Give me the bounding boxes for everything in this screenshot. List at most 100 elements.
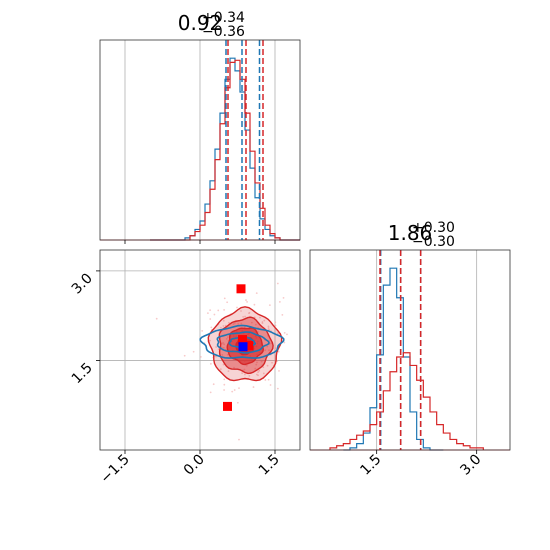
sample-point [267, 325, 270, 328]
sample-point [274, 347, 277, 350]
sample-point [254, 367, 257, 370]
sample-point [286, 333, 288, 336]
y-tick-label: 1.5 [69, 360, 96, 387]
sample-point [199, 355, 202, 358]
panel-bottom-left: −1.5 0.0 1.5 1.5 3.0 [69, 249, 301, 487]
sample-point [223, 297, 226, 300]
sample-point [274, 321, 277, 324]
sample-point [282, 296, 285, 299]
sample-point [269, 384, 272, 386]
sample-point [278, 370, 280, 372]
sample-point [283, 341, 286, 344]
sample-point [233, 366, 235, 369]
sample-point [183, 354, 186, 357]
histogram-blue [150, 57, 300, 241]
sample-point [215, 346, 218, 348]
title-value: 0.92 [178, 11, 223, 35]
sample-point [231, 390, 234, 393]
sample-point [220, 326, 222, 329]
y-tick-label: 3.0 [69, 270, 96, 297]
sample-point [223, 309, 225, 311]
sample-point [209, 362, 212, 365]
sample-point [212, 383, 215, 386]
sample-point [236, 401, 239, 404]
sample-point [268, 349, 270, 352]
contour-blue [199, 324, 285, 359]
x-tick-label: 3.0 [457, 452, 484, 479]
sample-point [274, 324, 277, 327]
sample-point [243, 373, 246, 376]
marker-blue [238, 342, 248, 352]
sample-point [271, 361, 273, 364]
x-tick-label: −1.5 [97, 452, 132, 487]
sample-point [245, 364, 248, 367]
sample-point [277, 350, 280, 353]
sample-point [227, 370, 230, 372]
sample-point [206, 312, 209, 315]
sample-point [276, 387, 279, 390]
marker-red [223, 401, 232, 411]
sample-point [226, 336, 229, 339]
sample-point [262, 366, 265, 369]
sample-point [246, 300, 248, 303]
sample-point [263, 319, 266, 322]
sample-point [213, 313, 216, 316]
contour-blue [216, 331, 270, 354]
sample-point [210, 326, 213, 329]
title-minus: −0.30 [412, 234, 455, 250]
sample-point [260, 360, 263, 363]
histogram-blue [343, 267, 444, 451]
sample-point [238, 438, 240, 441]
sample-point [262, 372, 265, 375]
sample-point [245, 299, 247, 301]
panel-bottom-right-frame [309, 249, 511, 451]
histogram-red [150, 59, 300, 241]
x-tick-label: 1.5 [256, 452, 283, 479]
sample-point [254, 323, 257, 326]
sample-point [209, 339, 211, 342]
sample-point [257, 371, 259, 374]
sample-point [228, 321, 230, 324]
title-minus: −0.36 [202, 24, 245, 40]
sample-point [261, 321, 264, 323]
sample-point [283, 332, 286, 334]
sample-point [258, 369, 261, 372]
marker-red [238, 335, 247, 345]
sample-point [267, 327, 270, 329]
sample-point [259, 316, 261, 319]
sample-point [278, 301, 281, 303]
sample-point [266, 345, 269, 348]
sample-point [241, 372, 244, 375]
sample-point [222, 341, 224, 344]
sample-point [236, 306, 238, 309]
sample-point [255, 363, 258, 366]
sample-point [250, 321, 253, 324]
sample-point [223, 378, 226, 381]
x-tick-label: 1.5 [357, 452, 384, 479]
sample-point [225, 337, 228, 340]
sample-point [268, 304, 271, 307]
panel-top-left: 0.92 +0.34 −0.36 [99, 10, 301, 244]
sample-point [248, 312, 250, 315]
sample-point [215, 355, 217, 358]
histogram-red [329, 352, 484, 450]
panel-bottom-right-title: 1.86 [388, 221, 433, 245]
sample-point [226, 353, 229, 356]
sample-point [244, 315, 246, 318]
sample-point [253, 303, 256, 306]
sample-point [233, 322, 236, 324]
sample-point [237, 323, 240, 325]
sample-point [222, 319, 225, 322]
title-value: 1.86 [388, 221, 433, 245]
title-plus: +0.30 [412, 220, 455, 236]
sample-point [281, 314, 284, 316]
sample-point [252, 386, 255, 388]
sample-point [233, 389, 236, 391]
panel-top-left-title: 0.92 [178, 11, 223, 35]
sample-point [268, 328, 270, 331]
sample-point [256, 361, 258, 364]
sample-point [255, 292, 258, 295]
sample-point [192, 350, 195, 353]
sample-point [264, 349, 267, 352]
marker-red [236, 284, 246, 294]
